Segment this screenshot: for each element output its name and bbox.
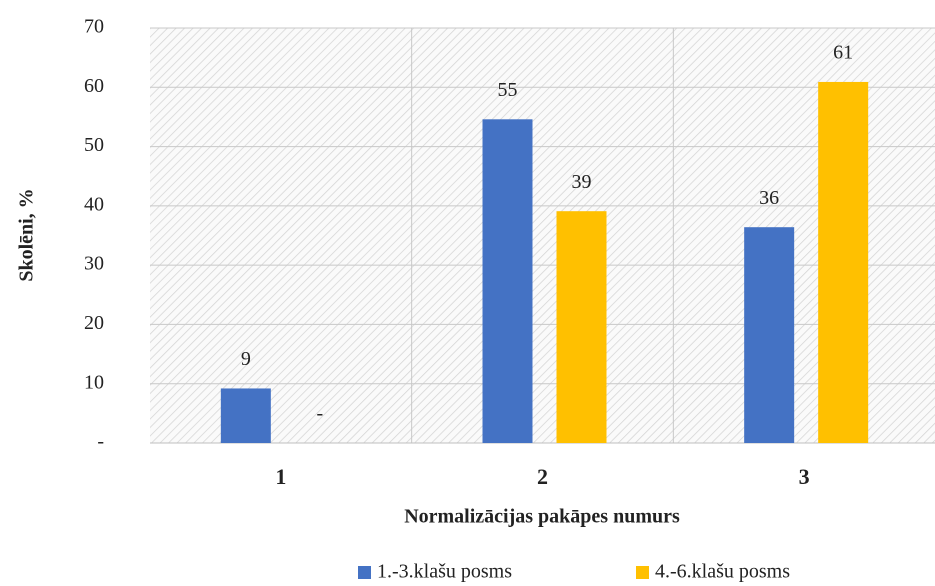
bar bbox=[818, 81, 869, 443]
legend-label: 4.-6.klašu posms bbox=[655, 561, 790, 583]
y-tick-label: 50 bbox=[84, 134, 104, 156]
data-label: 61 bbox=[833, 42, 853, 64]
y-tick-label: 60 bbox=[84, 75, 104, 97]
plot-area bbox=[150, 28, 935, 443]
data-label: 55 bbox=[498, 79, 518, 101]
y-tick-label: 40 bbox=[84, 193, 104, 215]
y-tick-label: 70 bbox=[84, 16, 104, 38]
bar bbox=[556, 211, 607, 443]
y-tick-label: 30 bbox=[84, 253, 104, 275]
data-label: 39 bbox=[572, 171, 592, 193]
legend-label: 1.-3.klašu posms bbox=[377, 561, 512, 583]
data-label: - bbox=[316, 403, 323, 425]
data-label: 9 bbox=[241, 348, 251, 370]
bar bbox=[482, 119, 533, 444]
bar bbox=[220, 388, 271, 443]
y-tick-label: 20 bbox=[84, 312, 104, 334]
legend-swatch bbox=[636, 566, 649, 579]
x-tick-label: 3 bbox=[799, 464, 810, 489]
y-tick-label: - bbox=[97, 431, 104, 453]
x-axis-title: Normalizācijas pakāpes numurs bbox=[404, 506, 680, 528]
y-tick-label: 10 bbox=[84, 371, 104, 393]
x-tick-label: 2 bbox=[537, 464, 548, 489]
data-label: 36 bbox=[759, 187, 779, 209]
y-axis-title: Skolēni, % bbox=[16, 188, 38, 281]
x-tick-label: 1 bbox=[275, 464, 286, 489]
legend-swatch bbox=[358, 566, 371, 579]
bar bbox=[744, 227, 795, 443]
